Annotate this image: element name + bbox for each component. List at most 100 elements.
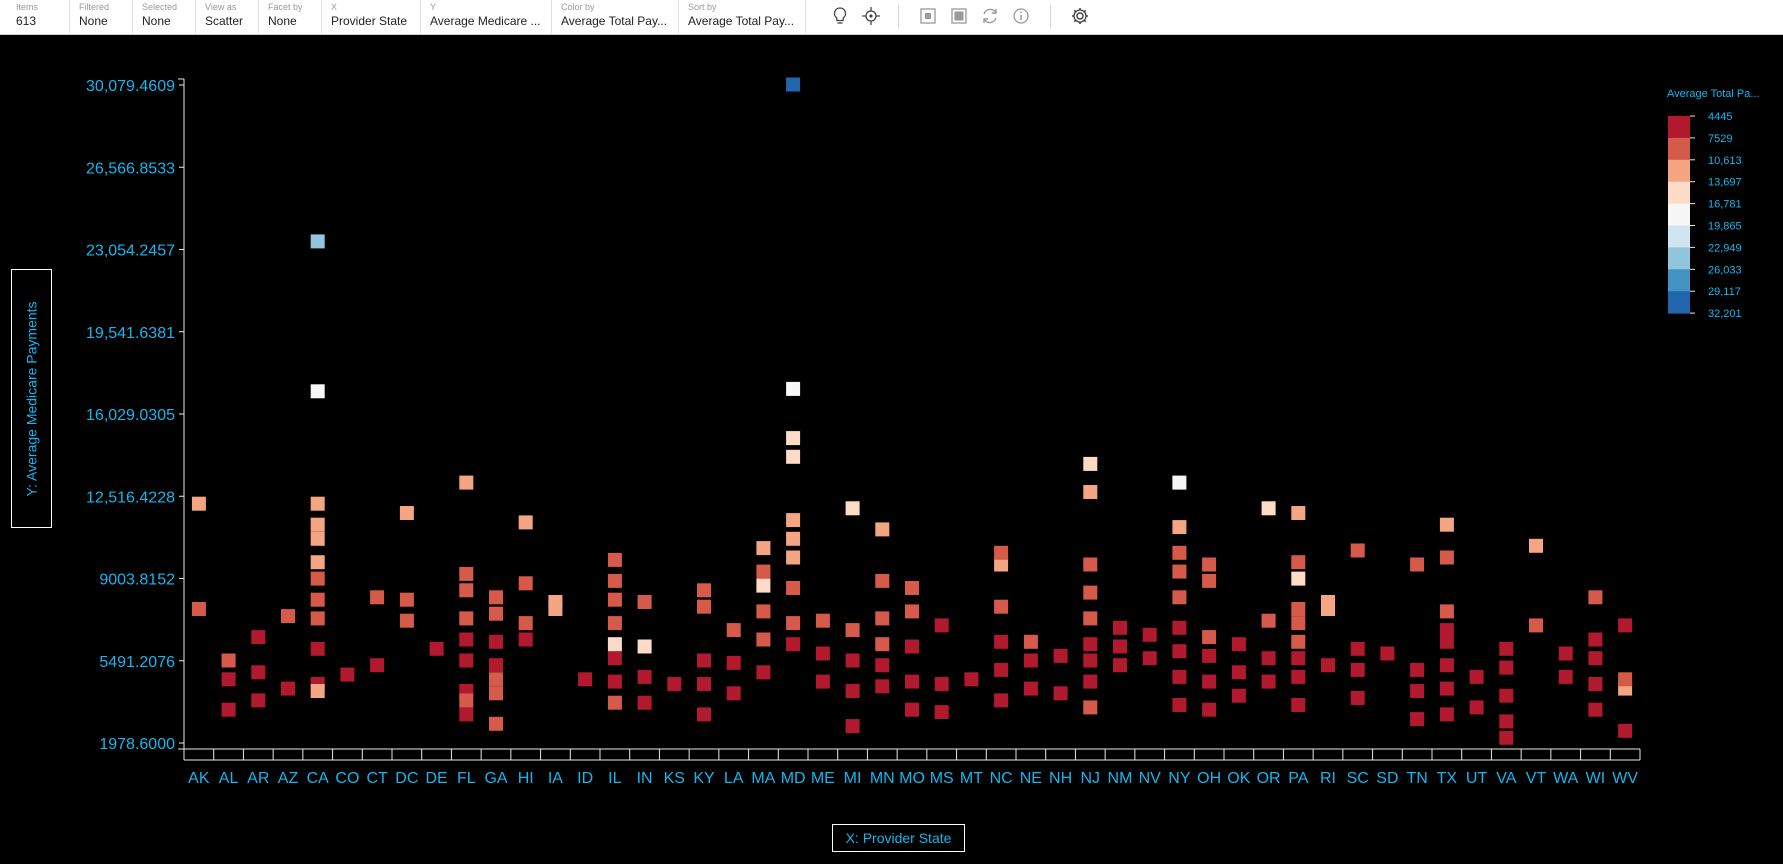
data-point[interactable] xyxy=(697,599,711,614)
toolbar-facet-by[interactable]: Facet by None xyxy=(260,0,322,34)
data-point[interactable] xyxy=(489,658,503,673)
data-point[interactable] xyxy=(281,609,295,624)
data-point[interactable] xyxy=(1172,475,1187,490)
data-point[interactable] xyxy=(1558,646,1573,661)
data-point[interactable] xyxy=(607,552,622,567)
data-point[interactable] xyxy=(1083,557,1098,572)
data-point[interactable] xyxy=(191,496,206,511)
data-point[interactable] xyxy=(1083,674,1098,689)
data-point[interactable] xyxy=(905,604,919,619)
data-point[interactable] xyxy=(786,616,801,631)
select-all-icon[interactable] xyxy=(948,5,970,27)
data-point[interactable] xyxy=(399,613,414,628)
data-point[interactable] xyxy=(310,611,325,626)
data-point[interactable] xyxy=(756,665,771,680)
data-point[interactable] xyxy=(548,595,563,609)
data-point[interactable] xyxy=(1529,538,1543,553)
data-point[interactable] xyxy=(1113,620,1127,635)
data-point[interactable] xyxy=(1083,611,1098,626)
data-point[interactable] xyxy=(697,583,711,598)
data-point[interactable] xyxy=(786,637,801,652)
data-point[interactable] xyxy=(994,545,1009,560)
data-point[interactable] xyxy=(281,681,295,696)
data-point[interactable] xyxy=(726,686,741,701)
data-point[interactable] xyxy=(459,653,474,668)
toolbar-selected[interactable]: Selected None xyxy=(134,0,196,34)
x-axis-title[interactable]: X: Provider State xyxy=(832,824,965,852)
data-point[interactable] xyxy=(1083,653,1098,668)
data-point[interactable] xyxy=(607,651,622,666)
data-point[interactable] xyxy=(637,639,652,654)
data-point[interactable] xyxy=(1083,456,1098,471)
data-point[interactable] xyxy=(518,576,533,591)
data-point[interactable] xyxy=(994,599,1009,614)
data-point[interactable] xyxy=(1053,648,1068,663)
data-point[interactable] xyxy=(518,632,533,647)
data-point[interactable] xyxy=(459,583,474,598)
data-point[interactable] xyxy=(1172,520,1187,535)
data-point[interactable] xyxy=(251,630,266,645)
data-point[interactable] xyxy=(845,719,860,734)
select-icon[interactable] xyxy=(917,5,939,27)
data-point[interactable] xyxy=(875,522,890,537)
data-point[interactable] xyxy=(1172,620,1187,635)
data-point[interactable] xyxy=(607,616,622,631)
data-point[interactable] xyxy=(1113,639,1127,654)
data-point[interactable] xyxy=(964,672,979,687)
data-point[interactable] xyxy=(697,677,711,691)
data-point[interactable] xyxy=(1083,585,1098,600)
data-point[interactable] xyxy=(1291,571,1306,586)
data-point[interactable] xyxy=(1083,485,1098,499)
data-point[interactable] xyxy=(518,515,533,530)
data-point[interactable] xyxy=(1291,669,1306,684)
data-point[interactable] xyxy=(399,506,414,520)
data-point[interactable] xyxy=(1439,658,1454,673)
data-point[interactable] xyxy=(815,646,830,661)
data-point[interactable] xyxy=(1410,557,1425,572)
data-point[interactable] xyxy=(1261,674,1276,689)
data-point[interactable] xyxy=(786,381,801,396)
data-point[interactable] xyxy=(1172,669,1187,684)
data-point[interactable] xyxy=(1231,688,1246,703)
data-point[interactable] xyxy=(1439,623,1454,638)
target-icon[interactable] xyxy=(860,5,882,27)
data-point[interactable] xyxy=(1618,672,1633,687)
data-point[interactable] xyxy=(429,641,444,656)
data-point[interactable] xyxy=(1023,634,1038,649)
data-point[interactable] xyxy=(934,618,949,633)
toolbar-filtered[interactable]: Filtered None xyxy=(71,0,133,34)
data-point[interactable] xyxy=(459,475,474,490)
data-point[interactable] xyxy=(1142,651,1157,666)
data-point[interactable] xyxy=(489,686,503,701)
data-point[interactable] xyxy=(1618,618,1633,633)
data-point[interactable] xyxy=(1291,506,1306,520)
data-point[interactable] xyxy=(845,501,860,516)
data-point[interactable] xyxy=(1499,641,1514,656)
data-point[interactable] xyxy=(1350,691,1365,705)
data-point[interactable] xyxy=(756,632,771,647)
data-point[interactable] xyxy=(934,677,949,691)
data-point[interactable] xyxy=(459,693,474,708)
data-point[interactable] xyxy=(607,573,622,588)
data-point[interactable] xyxy=(1499,730,1514,745)
data-point[interactable] xyxy=(518,616,533,631)
data-point[interactable] xyxy=(310,517,325,532)
data-point[interactable] xyxy=(1172,698,1187,712)
y-axis-title[interactable]: Y: Average Medicare Payments xyxy=(11,269,52,528)
data-point[interactable] xyxy=(697,653,711,668)
data-point[interactable] xyxy=(815,674,830,689)
data-point[interactable] xyxy=(310,571,325,586)
data-point[interactable] xyxy=(1499,660,1514,675)
data-point[interactable] xyxy=(310,555,325,570)
data-point[interactable] xyxy=(1202,573,1217,588)
data-point[interactable] xyxy=(786,513,801,528)
data-point[interactable] xyxy=(1588,632,1603,647)
data-point[interactable] xyxy=(905,639,919,654)
data-point[interactable] xyxy=(310,641,325,656)
data-point[interactable] xyxy=(637,695,652,710)
scatter-plot[interactable]: 1978.6000 5491.2076 9003.8152 12,516.4228 16… xyxy=(0,34,1783,864)
data-point[interactable] xyxy=(1142,627,1157,642)
data-point[interactable] xyxy=(1231,665,1246,680)
data-point[interactable] xyxy=(1588,651,1603,666)
data-point[interactable] xyxy=(310,684,325,698)
